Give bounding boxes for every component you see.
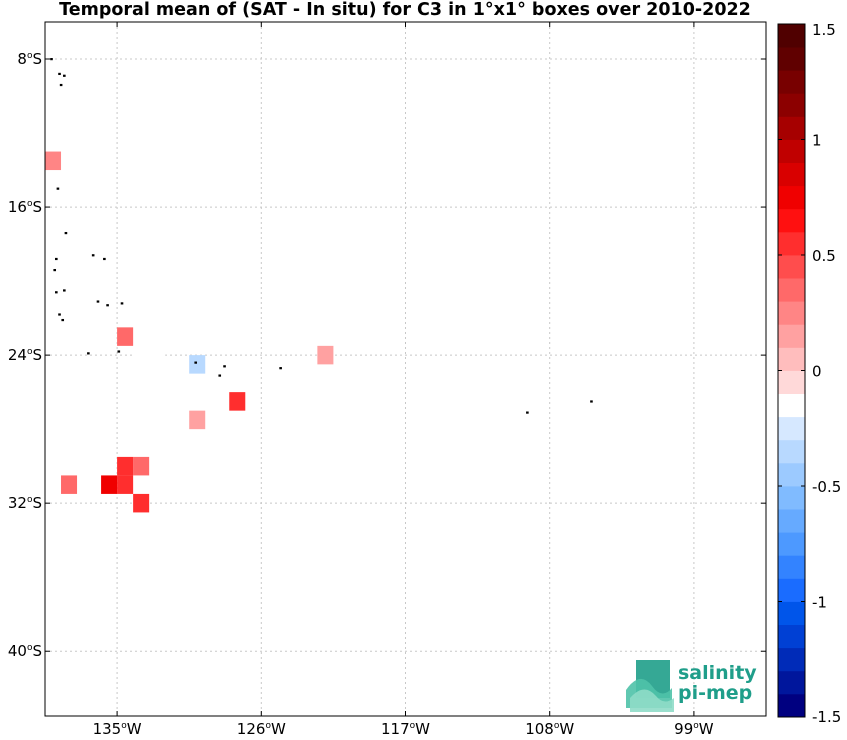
island	[120, 302, 124, 305]
colorbar-cell	[778, 601, 805, 625]
island	[218, 374, 222, 377]
colorbar-cell	[778, 301, 805, 325]
colorbar-cell	[778, 208, 805, 233]
x-tick-label: 117oW	[381, 720, 430, 738]
colorbar-cell	[778, 647, 805, 672]
data-box	[133, 456, 150, 476]
colorbar-cell	[778, 324, 805, 348]
colorbar-cell	[778, 670, 805, 695]
island	[59, 83, 63, 87]
data-box	[229, 392, 246, 411]
data-box	[61, 475, 78, 494]
colorbar-tick-label: -1.5	[812, 708, 841, 726]
colorbar-cell	[778, 139, 805, 163]
island	[106, 304, 109, 307]
colorbar-cell	[778, 70, 805, 94]
data-box	[117, 327, 134, 346]
y-tick-label: 16oS	[8, 198, 42, 216]
colorbar-cell	[778, 578, 805, 602]
colorbar-cell	[778, 255, 805, 279]
island	[58, 313, 61, 316]
colorbar-tick-label: -0.5	[812, 478, 841, 496]
page-title: Temporal mean of (SAT - In situ) for C3 …	[59, 0, 751, 20]
data-box	[117, 456, 134, 476]
data-box	[85, 151, 102, 171]
island	[87, 352, 90, 355]
colorbar-cell	[778, 462, 805, 487]
data-box	[133, 493, 150, 513]
colorbar-cell	[778, 278, 805, 302]
island	[50, 58, 53, 61]
island	[96, 300, 100, 303]
y-tick-label: 40oS	[8, 642, 42, 660]
colorbar-tick-label: 0	[812, 363, 822, 381]
y-tick-label: 8oS	[17, 50, 42, 68]
colorbar-tick-label: -1	[812, 594, 827, 612]
data-box	[133, 345, 150, 365]
island	[526, 411, 529, 414]
island	[590, 400, 593, 403]
colorbar-cell	[778, 532, 805, 556]
x-tick-label: 108oW	[525, 720, 574, 738]
island	[53, 268, 57, 272]
wave-logo-icon	[626, 660, 674, 712]
y-tick-label: 24oS	[8, 346, 42, 364]
colorbar-tick-label: 1	[812, 132, 822, 150]
colorbar: 1.5 1 0.5 0 -0.5 -1 -1.5	[777, 21, 841, 726]
island	[58, 72, 61, 76]
data-box	[133, 429, 150, 448]
island	[117, 350, 121, 353]
island	[55, 291, 58, 294]
data-box	[149, 345, 166, 365]
island	[55, 257, 58, 261]
logo-line1: salinity	[678, 662, 757, 684]
colorbar-tick-label: 0.5	[812, 247, 836, 265]
island	[223, 365, 226, 368]
x-tick-label: 126oW	[237, 720, 286, 738]
colorbar-cell	[778, 47, 805, 71]
data-box	[189, 410, 206, 430]
colorbar-cell	[778, 416, 805, 441]
colorbar-cell	[778, 439, 805, 464]
data-box	[117, 475, 134, 494]
island	[64, 231, 68, 235]
colorbar-cell	[778, 116, 805, 140]
colorbar-cell	[778, 555, 805, 579]
colorbar-cell	[778, 347, 805, 371]
logo-line2: pi-mep	[678, 682, 752, 704]
map-area: 135oW 126oW 117oW 108oW 99oW 8oS 16oS 24oS 32oS 4…	[8, 21, 767, 738]
colorbar-cell	[778, 93, 805, 117]
data-box	[101, 475, 118, 494]
colorbar-tick-label: 1.5	[812, 21, 836, 39]
colorbar-cell	[778, 509, 805, 533]
x-tick-label: 99oW	[674, 720, 714, 738]
colorbar-cell	[778, 393, 805, 418]
data-box	[133, 410, 150, 430]
y-tick-label: 32oS	[8, 494, 42, 512]
colorbar-cell	[778, 24, 805, 48]
salinity-pi-mep-logo: salinity pi-mep	[626, 660, 757, 712]
island	[91, 254, 95, 257]
colorbar-cell	[778, 624, 805, 649]
x-tick-label: 135oW	[93, 720, 142, 738]
island	[279, 367, 282, 370]
data-box	[189, 355, 206, 374]
colorbar-cell	[778, 185, 805, 210]
island	[61, 318, 65, 322]
island	[56, 187, 60, 190]
colorbar-cell	[778, 486, 805, 510]
island	[63, 74, 66, 77]
colorbar-cell	[778, 370, 805, 394]
colorbar-cell	[778, 162, 805, 187]
colorbar-cell	[778, 693, 805, 718]
data-box	[317, 345, 334, 365]
island	[103, 257, 106, 261]
data-box	[45, 151, 62, 171]
island	[194, 361, 198, 364]
colorbar-cell	[778, 231, 805, 256]
island	[63, 289, 66, 292]
